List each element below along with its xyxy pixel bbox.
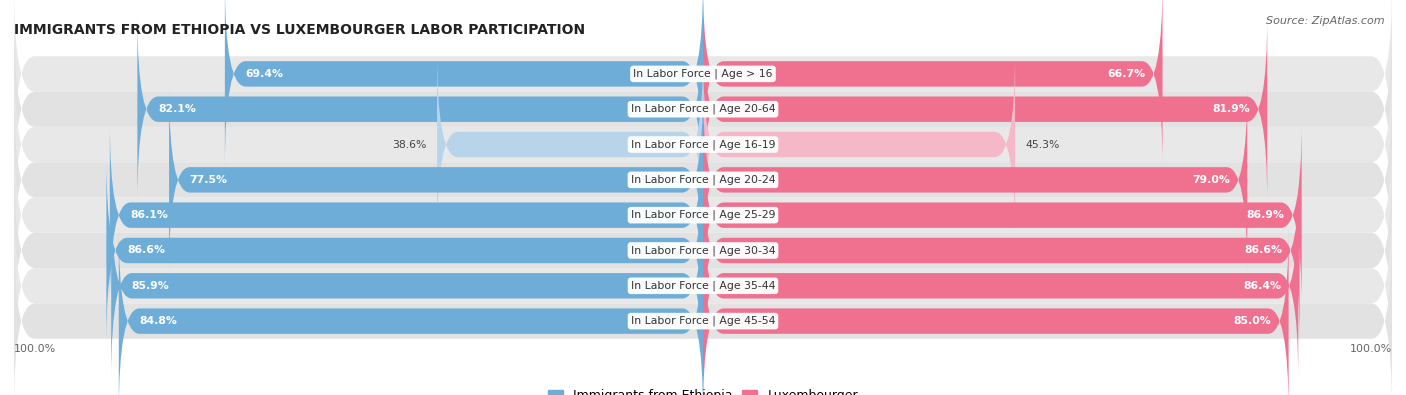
- Text: 85.0%: 85.0%: [1233, 316, 1271, 326]
- FancyBboxPatch shape: [110, 122, 703, 308]
- FancyBboxPatch shape: [703, 51, 1015, 238]
- Text: 85.9%: 85.9%: [132, 281, 170, 291]
- Text: Source: ZipAtlas.com: Source: ZipAtlas.com: [1267, 16, 1385, 26]
- Text: 81.9%: 81.9%: [1212, 104, 1250, 114]
- FancyBboxPatch shape: [14, 92, 1392, 268]
- FancyBboxPatch shape: [14, 162, 1392, 339]
- FancyBboxPatch shape: [14, 233, 1392, 395]
- Text: In Labor Force | Age 30-34: In Labor Force | Age 30-34: [631, 245, 775, 256]
- FancyBboxPatch shape: [703, 157, 1299, 344]
- Text: 86.4%: 86.4%: [1243, 281, 1281, 291]
- FancyBboxPatch shape: [14, 0, 1392, 162]
- Text: IMMIGRANTS FROM ETHIOPIA VS LUXEMBOURGER LABOR PARTICIPATION: IMMIGRANTS FROM ETHIOPIA VS LUXEMBOURGER…: [14, 23, 585, 36]
- Text: 86.6%: 86.6%: [1244, 245, 1282, 256]
- FancyBboxPatch shape: [14, 21, 1392, 198]
- FancyBboxPatch shape: [14, 127, 1392, 303]
- FancyBboxPatch shape: [169, 87, 703, 273]
- Text: 69.4%: 69.4%: [246, 69, 284, 79]
- FancyBboxPatch shape: [437, 51, 703, 238]
- Text: 66.7%: 66.7%: [1107, 69, 1146, 79]
- FancyBboxPatch shape: [703, 87, 1247, 273]
- Text: 77.5%: 77.5%: [190, 175, 228, 185]
- Text: 100.0%: 100.0%: [14, 344, 56, 354]
- Text: 100.0%: 100.0%: [1350, 344, 1392, 354]
- FancyBboxPatch shape: [14, 56, 1392, 233]
- Text: In Labor Force | Age 35-44: In Labor Force | Age 35-44: [631, 280, 775, 291]
- Text: 86.9%: 86.9%: [1247, 210, 1285, 220]
- FancyBboxPatch shape: [703, 122, 1302, 308]
- Text: 82.1%: 82.1%: [157, 104, 195, 114]
- Legend: Immigrants from Ethiopia, Luxembourger: Immigrants from Ethiopia, Luxembourger: [543, 384, 863, 395]
- FancyBboxPatch shape: [703, 16, 1267, 203]
- Text: In Labor Force | Age 45-54: In Labor Force | Age 45-54: [631, 316, 775, 326]
- Text: In Labor Force | Age > 16: In Labor Force | Age > 16: [633, 69, 773, 79]
- Text: In Labor Force | Age 20-64: In Labor Force | Age 20-64: [631, 104, 775, 115]
- Text: In Labor Force | Age 20-24: In Labor Force | Age 20-24: [631, 175, 775, 185]
- Text: 79.0%: 79.0%: [1192, 175, 1230, 185]
- FancyBboxPatch shape: [703, 0, 1163, 167]
- FancyBboxPatch shape: [703, 192, 1298, 379]
- Text: In Labor Force | Age 16-19: In Labor Force | Age 16-19: [631, 139, 775, 150]
- Text: 38.6%: 38.6%: [392, 139, 427, 150]
- Text: In Labor Force | Age 25-29: In Labor Force | Age 25-29: [631, 210, 775, 220]
- FancyBboxPatch shape: [111, 192, 703, 379]
- Text: 84.8%: 84.8%: [139, 316, 177, 326]
- FancyBboxPatch shape: [118, 228, 703, 395]
- FancyBboxPatch shape: [225, 0, 703, 167]
- FancyBboxPatch shape: [138, 16, 703, 203]
- FancyBboxPatch shape: [703, 228, 1289, 395]
- Text: 86.1%: 86.1%: [131, 210, 169, 220]
- FancyBboxPatch shape: [107, 157, 703, 344]
- Text: 45.3%: 45.3%: [1025, 139, 1060, 150]
- FancyBboxPatch shape: [14, 198, 1392, 374]
- Text: 86.6%: 86.6%: [127, 245, 165, 256]
